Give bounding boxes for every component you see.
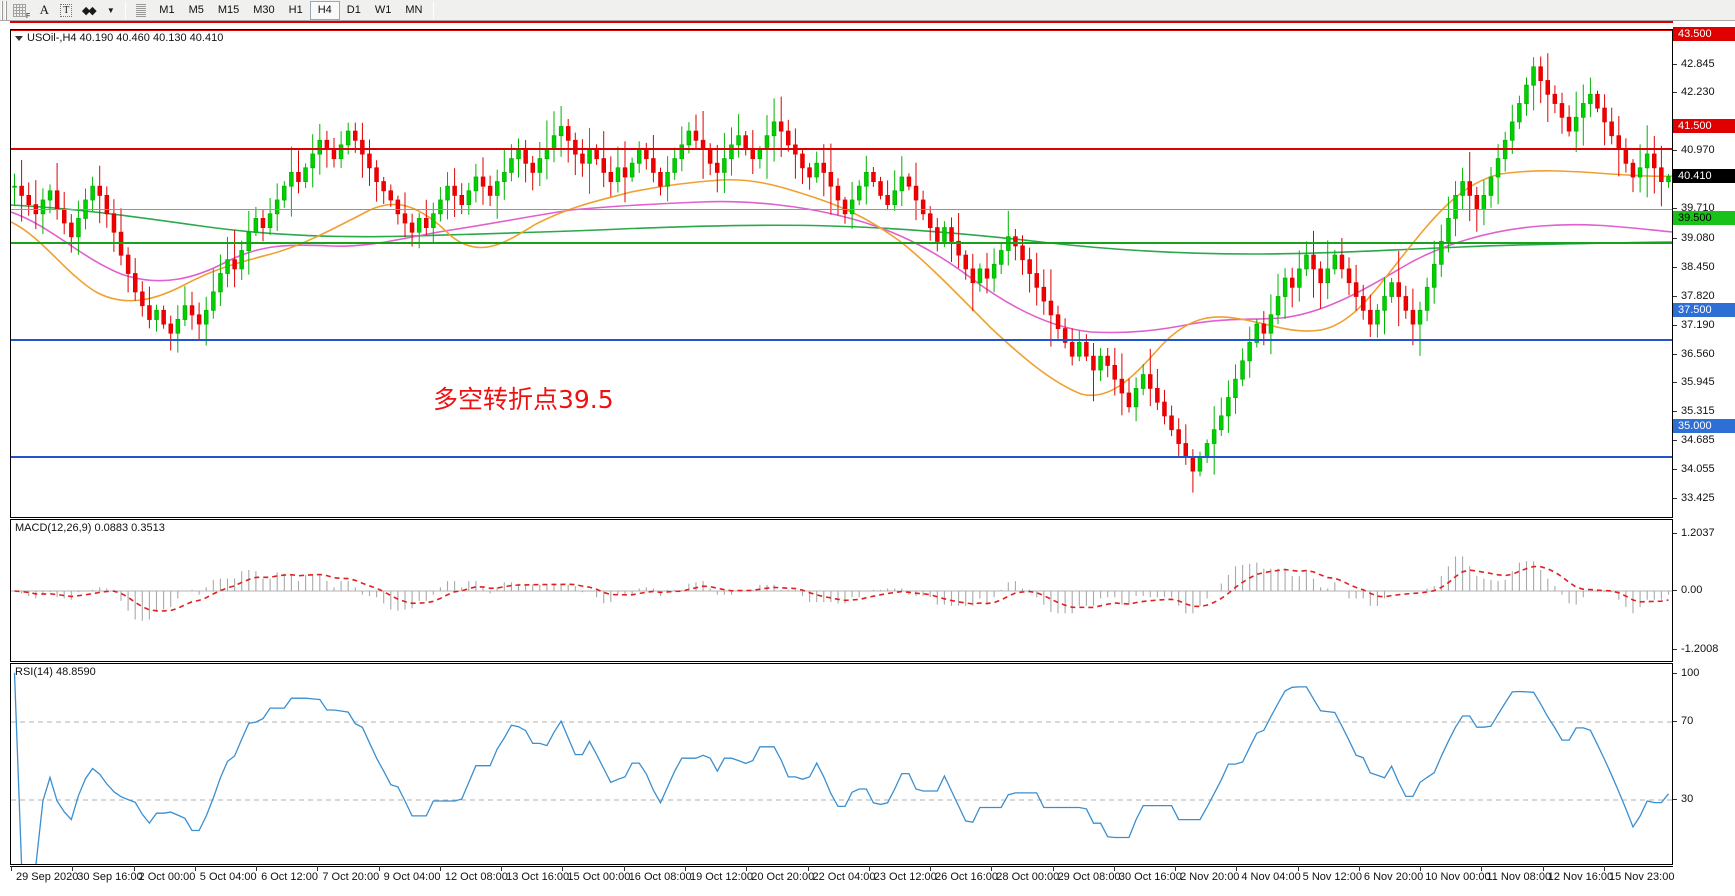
price-level-tag[interactable]: 43.500 bbox=[1673, 26, 1735, 41]
tf-m5[interactable]: M5 bbox=[188, 4, 204, 16]
toolbar-separator-2 bbox=[433, 1, 435, 19]
time-tick: 6 Nov 20:00 bbox=[1358, 866, 1424, 883]
macd-label: MACD(12,26,9) 0.0883 0.3513 bbox=[15, 522, 165, 534]
price-series-svg bbox=[11, 53, 1672, 493]
price-tick: 40.970 bbox=[1673, 144, 1715, 156]
time-tick: 5 Oct 04:00 bbox=[194, 866, 257, 883]
time-tick: 10 Nov 00:00 bbox=[1420, 866, 1491, 883]
top-red-line bbox=[10, 21, 1673, 23]
tf-m1[interactable]: M1 bbox=[159, 4, 175, 16]
rsi-tick: 30 bbox=[1673, 793, 1693, 805]
price-tick: 35.315 bbox=[1673, 405, 1715, 417]
support-line-37500 bbox=[11, 339, 1672, 341]
price-tick: 34.685 bbox=[1673, 434, 1715, 446]
time-tick: 30 Oct 16:00 bbox=[1113, 866, 1182, 883]
tf-h1[interactable]: H1 bbox=[288, 4, 303, 16]
chart-canvas[interactable]: USOil-,H4 40.190 40.460 40.130 40.410 多空… bbox=[0, 21, 1735, 896]
resistance-line-41500 bbox=[11, 148, 1672, 150]
timeframes-grip-icon[interactable] bbox=[130, 1, 152, 20]
time-tick: 26 Oct 16:00 bbox=[930, 866, 999, 883]
time-tick: 23 Oct 12:00 bbox=[868, 866, 937, 883]
price-tick: 37.820 bbox=[1673, 290, 1715, 302]
price-tick: 37.190 bbox=[1673, 319, 1715, 331]
tf-d1[interactable]: D1 bbox=[346, 4, 361, 16]
toolbar-drag-handle[interactable] bbox=[1, 0, 10, 20]
price-tick: 33.425 bbox=[1673, 492, 1715, 504]
current-price-line-40410 bbox=[11, 209, 1672, 210]
time-tick: 28 Oct 00:00 bbox=[991, 866, 1060, 883]
symbol-info-label: USOil-,H4 40.190 40.460 40.130 40.410 bbox=[15, 32, 223, 44]
time-tick: 29 Sep 2020 bbox=[10, 866, 79, 883]
time-tick: 16 Oct 08:00 bbox=[623, 866, 692, 883]
toolbar-separator bbox=[125, 1, 127, 19]
macd-series-svg bbox=[11, 556, 1672, 621]
support-line-35000 bbox=[11, 456, 1672, 458]
price-level-tag[interactable]: 40.410 bbox=[1673, 169, 1735, 184]
macd-panel[interactable]: MACD(12,26,9) 0.0883 0.3513 bbox=[10, 519, 1673, 662]
macd-tick: -1.2008 bbox=[1673, 643, 1718, 655]
price-panel[interactable]: USOil-,H4 40.190 40.460 40.130 40.410 多空… bbox=[10, 29, 1673, 518]
time-tick: 4 Nov 04:00 bbox=[1236, 866, 1301, 883]
time-tick: 22 Oct 04:00 bbox=[807, 866, 876, 883]
text-label-icon[interactable]: A bbox=[39, 2, 49, 17]
rsi-tick: 100 bbox=[1673, 667, 1699, 679]
time-tick: 7 Oct 20:00 bbox=[317, 866, 380, 883]
time-tick: 20 Oct 20:00 bbox=[746, 866, 815, 883]
price-tick: 34.055 bbox=[1673, 463, 1715, 475]
main-toolbar: F A T ◆◆ ▼ M1 M5 M15 M30 H1 H4 D1 W1 MN bbox=[0, 0, 1735, 21]
price-tick: 39.080 bbox=[1673, 232, 1715, 244]
rsi-panel[interactable]: RSI(14) 48.8590 bbox=[10, 663, 1673, 865]
price-tick: 35.945 bbox=[1673, 376, 1715, 388]
rsi-axis[interactable]: 100 70 30 bbox=[1673, 663, 1735, 865]
time-tick: 6 Oct 12:00 bbox=[256, 866, 318, 883]
macd-tick: 1.2037 bbox=[1673, 527, 1715, 539]
crosshair-grid-icon[interactable]: F bbox=[10, 1, 33, 20]
time-tick: 19 Oct 12:00 bbox=[684, 866, 753, 883]
chart-annotation-text: 多空转折点39.5 bbox=[433, 385, 614, 414]
macd-tick: 0.00 bbox=[1673, 584, 1702, 596]
time-tick: 12 Nov 16:00 bbox=[1542, 866, 1614, 883]
time-tick: 15 Oct 00:00 bbox=[562, 866, 631, 883]
price-level-tag[interactable]: 35.000 bbox=[1673, 418, 1735, 433]
time-tick: 13 Oct 16:00 bbox=[501, 866, 570, 883]
tf-m15[interactable]: M15 bbox=[217, 4, 240, 16]
time-tick: 11 Nov 08:00 bbox=[1481, 866, 1552, 883]
rsi-tick: 70 bbox=[1673, 715, 1693, 727]
time-tick: 15 Nov 23:00 bbox=[1603, 866, 1675, 883]
text-object-icon[interactable]: T bbox=[55, 1, 77, 20]
time-tick: 12 Oct 08:00 bbox=[439, 866, 508, 883]
time-tick: 2 Nov 20:00 bbox=[1175, 866, 1240, 883]
price-tick: 42.230 bbox=[1673, 86, 1715, 98]
price-level-tag[interactable]: 41.500 bbox=[1673, 118, 1735, 133]
tf-h4[interactable]: H4 bbox=[309, 0, 340, 20]
time-tick: 5 Nov 12:00 bbox=[1297, 866, 1362, 883]
time-tick: 2 Oct 00:00 bbox=[133, 866, 196, 883]
tf-m30[interactable]: M30 bbox=[253, 4, 275, 16]
price-axis[interactable]: 42.845 42.230 40.970 39.710 39.080 38.450 37.8… bbox=[1673, 26, 1735, 518]
price-tick: 38.450 bbox=[1673, 261, 1715, 273]
tf-mn[interactable]: MN bbox=[405, 4, 423, 16]
resistance-line-43500 bbox=[11, 30, 1672, 31]
price-tick: 36.560 bbox=[1673, 348, 1715, 360]
price-level-tag[interactable]: 37.500 bbox=[1673, 303, 1735, 318]
price-tick: 42.845 bbox=[1673, 58, 1715, 70]
objects-dropdown-caret-icon[interactable]: ▼ bbox=[106, 5, 115, 15]
objects-icon[interactable]: ◆◆ bbox=[81, 4, 97, 17]
rsi-label: RSI(14) 48.8590 bbox=[15, 666, 96, 678]
time-tick: 30 Sep 16:00 bbox=[72, 866, 143, 883]
time-axis[interactable]: 29 Sep 2020 30 Sep 16:00 2 Oct 00:00 5 Oct … bbox=[10, 866, 1675, 896]
collapse-triangle-icon[interactable] bbox=[15, 35, 23, 41]
macd-axis[interactable]: 1.2037 0.00 -1.2008 bbox=[1673, 519, 1735, 662]
price-level-tag[interactable]: 39.500 bbox=[1673, 211, 1735, 226]
rsi-series-svg bbox=[11, 672, 1672, 864]
time-tick: 29 Oct 08:00 bbox=[1052, 866, 1121, 883]
tf-w1[interactable]: W1 bbox=[374, 4, 392, 16]
pivot-line-39500 bbox=[11, 242, 1672, 244]
time-tick: 9 Oct 04:00 bbox=[378, 866, 441, 883]
